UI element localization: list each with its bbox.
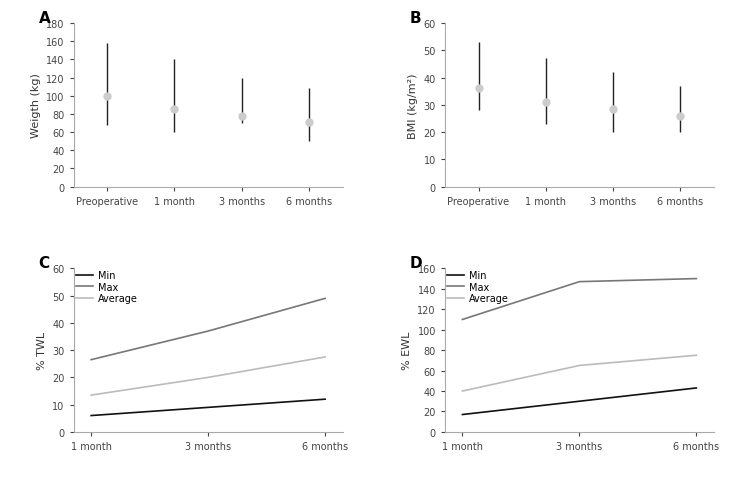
Text: B: B xyxy=(410,11,422,26)
Text: A: A xyxy=(38,11,50,26)
Legend: Min, Max, Average: Min, Max, Average xyxy=(447,271,509,303)
Legend: Min, Max, Average: Min, Max, Average xyxy=(76,271,138,303)
Y-axis label: BMI (kg/m²): BMI (kg/m²) xyxy=(408,73,418,138)
Text: D: D xyxy=(410,256,422,271)
Text: C: C xyxy=(38,256,50,271)
Y-axis label: % TWL: % TWL xyxy=(37,331,46,370)
Y-axis label: Weigth (kg): Weigth (kg) xyxy=(30,73,40,138)
Y-axis label: % EWL: % EWL xyxy=(402,331,412,370)
